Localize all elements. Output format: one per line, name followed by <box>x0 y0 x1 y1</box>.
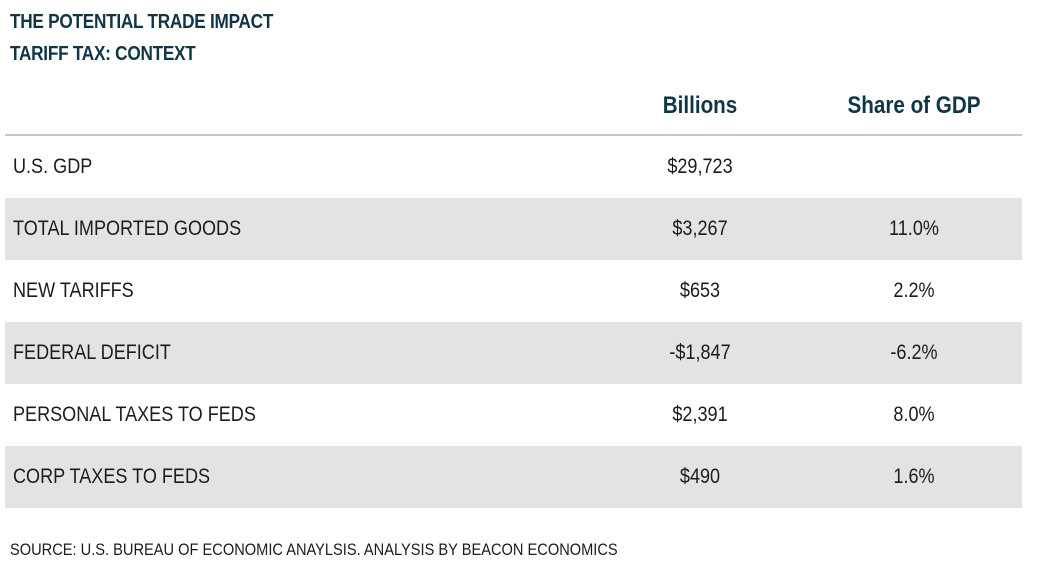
table-row-federal-deficit: FEDERAL DEFICIT -$1,847 -6.2% <box>5 322 1022 384</box>
billions-value: $29,723 <box>667 155 733 178</box>
row-label: TOTAL IMPORTED GOODS <box>13 217 242 240</box>
column-header-share-of-gdp: Share of GDP <box>847 92 981 119</box>
table-header: Billions Share of GDP <box>5 88 1022 136</box>
column-header-billions: Billions <box>662 92 738 119</box>
share-value: 1.6% <box>893 465 935 488</box>
data-table: Billions Share of GDP U.S. GDP $29,723 T… <box>5 88 1022 508</box>
row-label: FEDERAL DEFICIT <box>13 341 171 364</box>
share-value: 2.2% <box>893 279 935 302</box>
billions-value: $653 <box>679 279 721 302</box>
share-value: 8.0% <box>893 403 935 426</box>
row-label: PERSONAL TAXES TO FEDS <box>13 403 256 426</box>
billions-value: $2,391 <box>672 403 728 426</box>
table-row-new-tariffs: NEW TARIFFS $653 2.2% <box>5 260 1022 322</box>
title-block: THE POTENTIAL TRADE IMPACT TARIFF TAX: C… <box>10 6 316 70</box>
row-label: U.S. GDP <box>13 155 93 178</box>
chart-subtitle: TARIFF TAX: CONTEXT <box>10 43 196 65</box>
billions-value: -$1,847 <box>669 341 731 364</box>
billions-value: $490 <box>679 465 721 488</box>
row-label: NEW TARIFFS <box>13 279 134 302</box>
source-note: SOURCE: U.S. BUREAU OF ECONOMIC ANAYLSIS… <box>10 540 618 559</box>
table-row-corp-taxes: CORP TAXES TO FEDS $490 1.6% <box>5 446 1022 508</box>
chart-title: THE POTENTIAL TRADE IMPACT <box>10 11 274 33</box>
share-value: -6.2% <box>890 341 938 364</box>
share-value: 11.0% <box>889 217 939 240</box>
row-label: CORP TAXES TO FEDS <box>13 465 211 488</box>
table-row-personal-taxes: PERSONAL TAXES TO FEDS $2,391 8.0% <box>5 384 1022 446</box>
table-row-us-gdp: U.S. GDP $29,723 <box>5 136 1022 198</box>
table-row-total-imported-goods: TOTAL IMPORTED GOODS $3,267 11.0% <box>5 198 1022 260</box>
share-value <box>843 136 986 198</box>
billions-value: $3,267 <box>672 217 728 240</box>
